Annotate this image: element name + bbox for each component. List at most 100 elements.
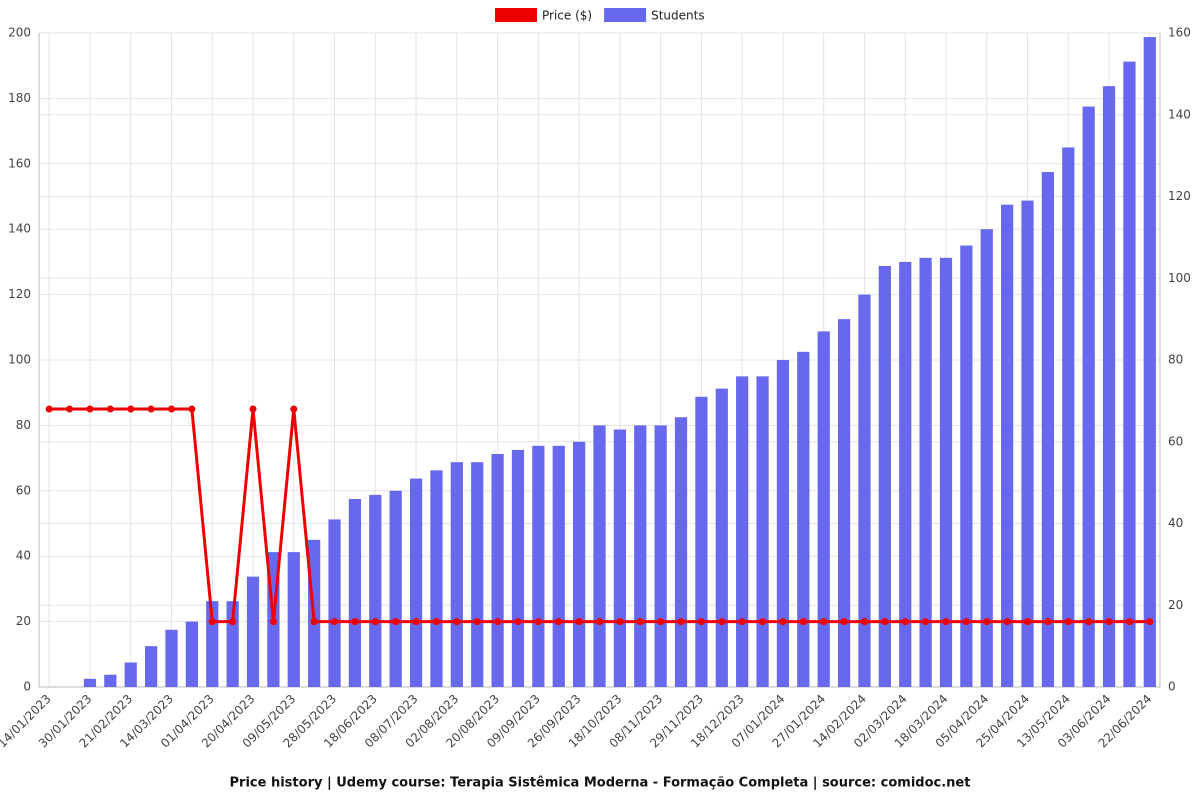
y2-tick-label: 60 bbox=[1168, 434, 1183, 448]
point bbox=[983, 618, 991, 626]
bar bbox=[1082, 106, 1095, 687]
point bbox=[66, 405, 74, 413]
bar bbox=[1062, 147, 1075, 687]
bar bbox=[471, 462, 484, 687]
point bbox=[1146, 618, 1154, 626]
point bbox=[1024, 618, 1032, 626]
point bbox=[942, 618, 950, 626]
y-tick-label: 120 bbox=[8, 287, 31, 301]
bar bbox=[104, 674, 117, 687]
point bbox=[860, 618, 868, 626]
point bbox=[351, 618, 359, 626]
y2-tick-label: 0 bbox=[1168, 680, 1176, 694]
point bbox=[331, 618, 339, 626]
bar bbox=[817, 331, 830, 687]
point bbox=[167, 405, 175, 413]
point bbox=[371, 618, 379, 626]
bar bbox=[246, 576, 260, 687]
point bbox=[147, 405, 155, 413]
point bbox=[1044, 618, 1052, 626]
bar bbox=[736, 376, 749, 687]
bar bbox=[144, 646, 158, 687]
bar bbox=[1102, 86, 1116, 687]
point bbox=[575, 618, 583, 626]
point bbox=[432, 618, 440, 626]
y-tick-label: 200 bbox=[8, 26, 31, 40]
bar bbox=[1021, 200, 1034, 687]
y2-tick-label: 100 bbox=[1168, 271, 1191, 285]
legend-label: Students bbox=[651, 9, 705, 23]
point bbox=[922, 618, 930, 626]
point bbox=[249, 405, 257, 413]
bar bbox=[695, 396, 708, 687]
point bbox=[779, 618, 787, 626]
bar bbox=[430, 470, 443, 687]
point bbox=[1105, 618, 1113, 626]
y2-tick-label: 20 bbox=[1168, 598, 1183, 612]
point bbox=[269, 618, 277, 626]
bar bbox=[858, 294, 871, 687]
point bbox=[840, 618, 848, 626]
point bbox=[473, 618, 481, 626]
bar bbox=[756, 376, 769, 687]
y-tick-label: 60 bbox=[16, 483, 31, 497]
point bbox=[555, 618, 563, 626]
point bbox=[106, 405, 114, 413]
point bbox=[697, 618, 705, 626]
point bbox=[962, 618, 970, 626]
point bbox=[799, 618, 807, 626]
legend-swatch bbox=[495, 8, 537, 22]
point bbox=[738, 618, 746, 626]
bar bbox=[409, 478, 423, 687]
y2-tick-label: 40 bbox=[1168, 516, 1183, 530]
bar bbox=[389, 490, 402, 687]
y-tick-label: 80 bbox=[16, 418, 31, 432]
point bbox=[759, 618, 767, 626]
legend: Price ($) Students bbox=[495, 8, 705, 23]
point bbox=[290, 405, 298, 413]
bar bbox=[124, 662, 137, 687]
bar bbox=[715, 388, 728, 687]
bar bbox=[980, 229, 993, 687]
bar bbox=[1001, 204, 1014, 688]
point bbox=[820, 618, 828, 626]
point bbox=[718, 618, 726, 626]
bar bbox=[369, 494, 382, 687]
point bbox=[596, 618, 603, 626]
bar bbox=[573, 441, 586, 687]
bar bbox=[287, 552, 300, 687]
bar bbox=[1041, 171, 1055, 688]
point bbox=[1125, 618, 1133, 626]
bar bbox=[674, 417, 688, 687]
point bbox=[45, 405, 53, 413]
bar bbox=[450, 462, 463, 687]
point bbox=[188, 405, 196, 413]
point bbox=[657, 618, 665, 626]
bar bbox=[491, 454, 504, 687]
bar bbox=[532, 445, 545, 687]
bar bbox=[797, 351, 810, 687]
bar bbox=[511, 449, 525, 687]
point bbox=[901, 618, 909, 626]
bar bbox=[328, 519, 341, 687]
point bbox=[677, 618, 685, 626]
bar bbox=[552, 445, 565, 687]
point bbox=[636, 618, 644, 626]
bar bbox=[634, 425, 647, 687]
point bbox=[392, 618, 400, 626]
bar bbox=[939, 257, 953, 687]
y-tick-label: 140 bbox=[8, 222, 31, 236]
bar bbox=[1143, 37, 1156, 687]
point bbox=[1003, 618, 1011, 626]
y2-tick-label: 140 bbox=[1168, 107, 1191, 121]
y2-tick-label: 160 bbox=[1168, 26, 1191, 40]
y-tick-label: 0 bbox=[23, 680, 31, 694]
bar bbox=[654, 425, 667, 687]
bar bbox=[878, 265, 891, 687]
point bbox=[1064, 618, 1072, 626]
bar bbox=[83, 678, 97, 687]
y-tick-label: 20 bbox=[16, 614, 31, 628]
point bbox=[412, 618, 420, 626]
point bbox=[534, 618, 542, 626]
